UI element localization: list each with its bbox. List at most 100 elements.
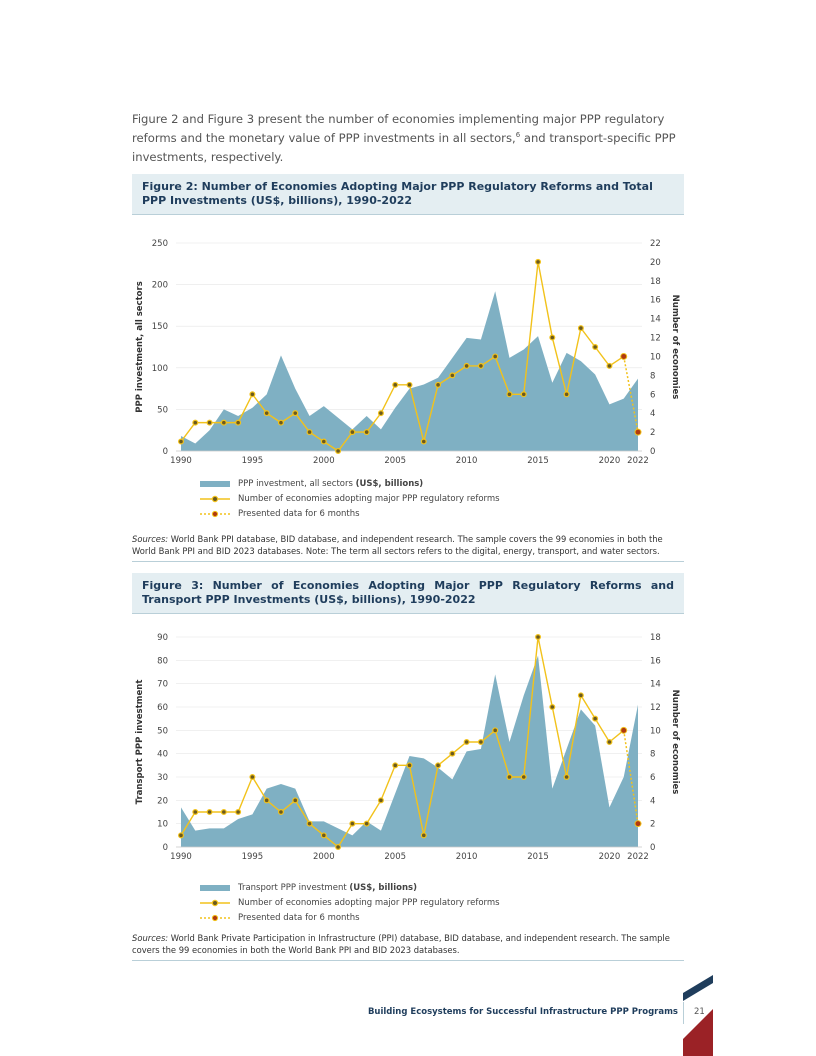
reforms-point [192, 419, 199, 426]
figure-3-title: Figure 3: Number of Economies Adopting M… [132, 573, 684, 614]
reforms-point [206, 809, 213, 816]
y-tick-label: 100 [152, 364, 168, 374]
reforms-point [335, 448, 342, 455]
footnote-ref[interactable]: 6 [515, 131, 521, 139]
reforms-point [435, 381, 442, 388]
y-tick-label: 200 [152, 281, 168, 291]
x-tick-label: 2022 [627, 456, 649, 466]
figure-3-legend: Transport PPP investment (US$, billions)… [200, 880, 500, 925]
partial-data-point [620, 352, 628, 360]
reforms-point [563, 774, 570, 781]
y2-tick-label: 18 [650, 277, 661, 287]
y2-tick-label: 10 [650, 726, 661, 736]
x-tick-label: 2010 [456, 456, 478, 466]
x-tick-label: 2022 [627, 852, 649, 862]
legend-line-label: Number of economies adopting major PPP r… [238, 493, 500, 504]
y2-tick-label: 8 [650, 371, 655, 381]
y-tick-label: 60 [157, 703, 168, 713]
y-tick-label: 20 [157, 796, 168, 806]
legend-partial: Presented data for 6 months [200, 506, 500, 521]
y2-tick-label: 18 [650, 633, 661, 643]
reforms-point [606, 738, 613, 745]
footer-divider [683, 1002, 684, 1024]
reforms-point [420, 438, 427, 445]
y-tick-label: 150 [152, 322, 168, 332]
partial-data-point [620, 726, 628, 734]
investment-area [181, 291, 638, 451]
y2-tick-label: 6 [650, 773, 655, 783]
reforms-point [335, 844, 342, 851]
investment-area [181, 655, 638, 847]
y2-tick-label: 20 [650, 258, 661, 268]
y2-tick-label: 8 [650, 750, 655, 760]
figure-2-title: Figure 2: Number of Economies Adopting M… [132, 174, 684, 215]
y2-tick-label: 10 [650, 352, 661, 362]
legend-area-swatch [200, 480, 230, 487]
reforms-point [220, 809, 227, 816]
y-tick-label: 80 [157, 656, 168, 666]
legend-area-swatch [200, 884, 230, 891]
y-tick-label: 0 [163, 447, 168, 457]
reforms-point [306, 429, 313, 436]
intro-text: Figure 2 and Figure 3 present the number… [132, 112, 665, 145]
x-tick-label: 1995 [242, 456, 264, 466]
y-axis-label: PPP investment, all sectors [135, 281, 145, 413]
sources-label: Sources: [132, 933, 169, 943]
y-tick-label: 70 [157, 680, 168, 690]
reforms-point [177, 438, 184, 445]
reforms-point [220, 419, 227, 426]
intro-paragraph: Figure 2 and Figure 3 present the number… [132, 110, 688, 167]
legend-area-unit: (US$, billions) [349, 882, 417, 893]
partial-data-line [622, 356, 639, 433]
reforms-point [320, 438, 327, 445]
reforms-point [363, 820, 370, 827]
legend-partial-label: Presented data for 6 months [238, 508, 360, 519]
reforms-point [192, 809, 199, 816]
reforms-point [263, 410, 270, 417]
x-tick-label: 2000 [313, 852, 335, 862]
y2-tick-label: 4 [650, 409, 655, 419]
y2-tick-label: 2 [650, 428, 655, 438]
reforms-point [420, 832, 427, 839]
legend-partial-swatch [200, 914, 230, 921]
reforms-point [349, 820, 356, 827]
reforms-point [363, 429, 370, 436]
y2-tick-label: 14 [650, 315, 661, 325]
reforms-point [320, 832, 327, 839]
reforms-point [477, 738, 484, 745]
reforms-point [577, 692, 584, 699]
reforms-point [506, 391, 513, 398]
legend-area: PPP investment, all sectors (US$, billio… [200, 476, 500, 491]
reforms-point [592, 343, 599, 350]
y-tick-label: 40 [157, 750, 168, 760]
reforms-point [477, 362, 484, 369]
figure-3-chart: 0 10 20 30 40 50 60 70 80 90 0 2 4 6 8 10 12 14 16 18 1990 19… [135, 633, 680, 862]
figure-3-sources: Sources: World Bank Private Participatio… [132, 932, 684, 961]
legend-partial: Presented data for 6 months [200, 910, 500, 925]
legend-partial-label: Presented data for 6 months [238, 912, 360, 923]
y2-tick-label: 12 [650, 703, 661, 713]
x-tick-label: 2010 [456, 852, 478, 862]
sources-label: Sources: [132, 534, 169, 544]
legend-line-swatch [200, 899, 230, 906]
reforms-point [249, 391, 256, 398]
reforms-point [377, 410, 384, 417]
reforms-point [492, 353, 499, 360]
y2-tick-label: 22 [650, 239, 661, 249]
reforms-point [549, 703, 556, 710]
y-axis-label: Transport PPP investment [135, 680, 145, 805]
x-tick-label: 2015 [527, 852, 549, 862]
legend-line-swatch [200, 495, 230, 502]
x-tick-label: 2020 [599, 852, 621, 862]
x-tick-label: 2005 [384, 852, 406, 862]
reforms-point [577, 325, 584, 332]
x-tick-label: 2020 [599, 456, 621, 466]
x-tick-label: 1995 [242, 852, 264, 862]
sources-text: World Bank PPI database, BID database, a… [132, 534, 663, 556]
reforms-point [535, 258, 542, 265]
reforms-point [377, 797, 384, 804]
y2-axis-label: Number of economies [670, 690, 680, 795]
y2-tick-label: 14 [650, 680, 661, 690]
sources-text: World Bank Private Participation in Infr… [132, 933, 670, 955]
